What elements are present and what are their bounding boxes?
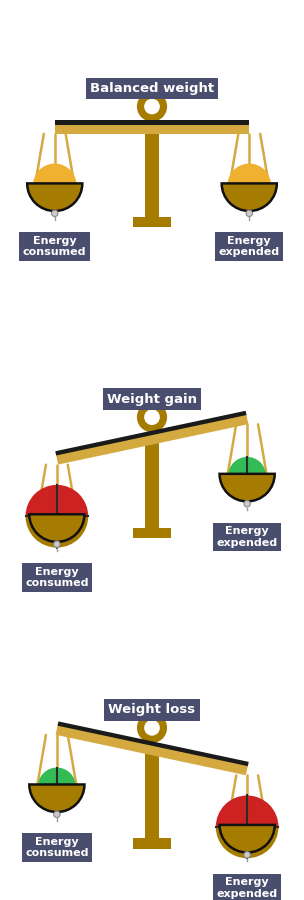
Wedge shape <box>27 184 82 211</box>
Circle shape <box>33 164 77 207</box>
Circle shape <box>144 410 160 425</box>
Wedge shape <box>29 785 85 812</box>
Wedge shape <box>26 517 88 547</box>
Circle shape <box>137 92 167 122</box>
Polygon shape <box>145 432 159 536</box>
Wedge shape <box>26 485 88 517</box>
Wedge shape <box>219 825 275 852</box>
Polygon shape <box>55 122 249 134</box>
Polygon shape <box>145 122 159 225</box>
Polygon shape <box>145 742 159 846</box>
Polygon shape <box>55 121 249 124</box>
Circle shape <box>244 500 250 507</box>
Circle shape <box>137 402 167 432</box>
Circle shape <box>137 713 167 742</box>
Text: Balanced weight: Balanced weight <box>90 82 214 95</box>
Wedge shape <box>38 787 76 806</box>
Circle shape <box>52 210 58 217</box>
Polygon shape <box>133 217 171 228</box>
Text: Energy
expended: Energy expended <box>219 236 280 257</box>
Polygon shape <box>133 838 171 849</box>
Circle shape <box>144 99 160 114</box>
Wedge shape <box>228 457 266 476</box>
Wedge shape <box>216 827 278 859</box>
Circle shape <box>246 210 252 217</box>
Circle shape <box>54 541 60 547</box>
Wedge shape <box>219 473 275 501</box>
Polygon shape <box>57 722 249 766</box>
Circle shape <box>144 720 160 735</box>
Polygon shape <box>133 527 171 538</box>
Circle shape <box>227 164 271 207</box>
Text: Energy
expended: Energy expended <box>216 526 278 548</box>
Text: Energy
expended: Energy expended <box>216 878 278 899</box>
Polygon shape <box>55 410 247 455</box>
Circle shape <box>244 851 250 858</box>
Text: Energy
consumed: Energy consumed <box>25 566 89 588</box>
Circle shape <box>54 811 60 817</box>
Polygon shape <box>56 412 248 464</box>
Text: Energy
consumed: Energy consumed <box>25 837 89 859</box>
Text: Energy
consumed: Energy consumed <box>23 236 87 257</box>
Text: Weight gain: Weight gain <box>107 392 197 406</box>
Wedge shape <box>216 796 278 827</box>
Polygon shape <box>56 723 248 775</box>
Wedge shape <box>228 476 266 495</box>
Wedge shape <box>29 514 85 542</box>
Text: Weight loss: Weight loss <box>109 703 195 716</box>
Wedge shape <box>38 768 76 787</box>
Wedge shape <box>222 184 277 211</box>
